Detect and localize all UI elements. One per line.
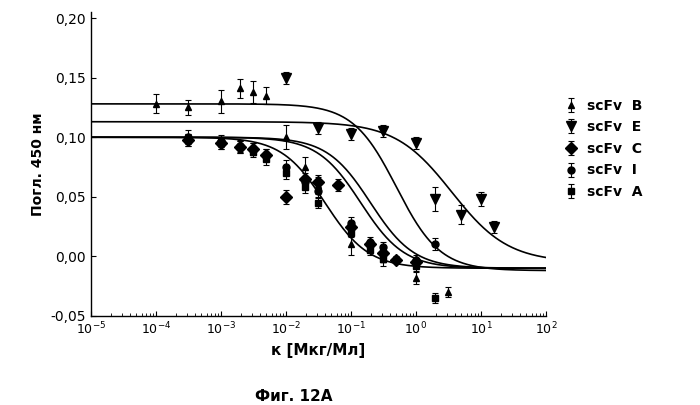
Y-axis label: Погл. 450 нм: Погл. 450 нм [31,112,45,216]
Legend: scFv  B, scFv  E, scFv  C, scFv  I, scFv  A: scFv B, scFv E, scFv C, scFv I, scFv A [557,93,648,205]
Text: Фиг. 12A: Фиг. 12A [256,389,332,404]
X-axis label: к [Мкг/Мл]: к [Мкг/Мл] [272,343,365,358]
